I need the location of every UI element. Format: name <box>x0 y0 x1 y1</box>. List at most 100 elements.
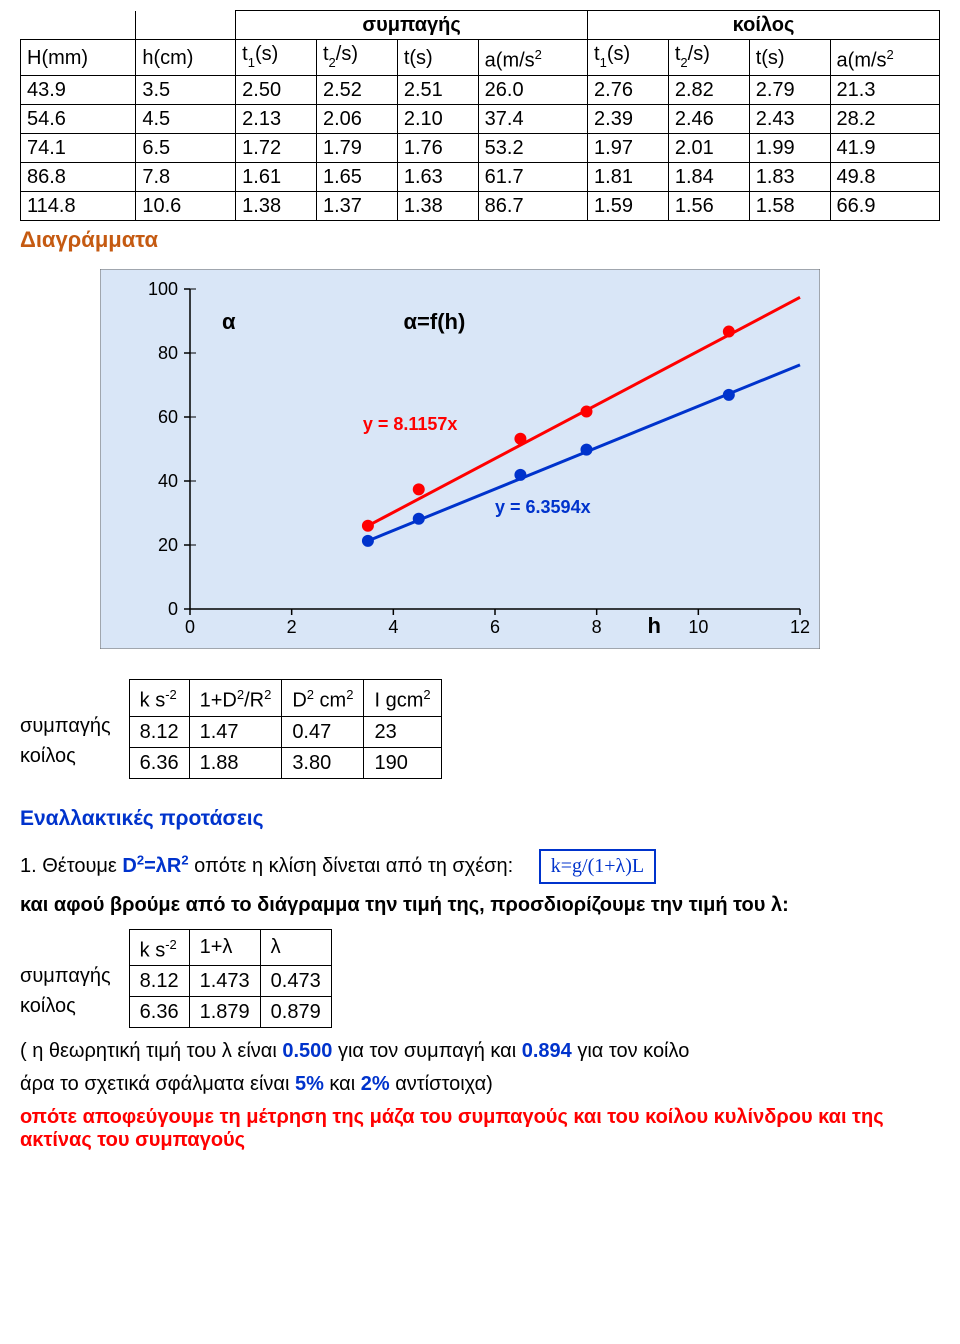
line2: και αφού βρούμε από το διάγραμμα την τιμ… <box>20 894 940 917</box>
side-label: συμπαγής <box>20 961 111 991</box>
table-cell: 7.8 <box>136 163 236 192</box>
table-cell: 1.61 <box>236 163 317 192</box>
table2: k s-21+D2/R2D2 cm2I gcm28.121.470.47236.… <box>129 679 442 779</box>
col-head: t1(s) <box>236 40 317 76</box>
table-cell: 2.43 <box>749 105 830 134</box>
svg-text:10: 10 <box>688 617 708 637</box>
table-row: 6.361.8790.879 <box>129 997 331 1028</box>
col-head: h(cm) <box>136 40 236 76</box>
line1-text: 1. Θέτουμε D2=λR2 οπότε η κλίση δίνεται … <box>20 855 513 877</box>
table-cell: 10.6 <box>136 192 236 221</box>
table-cell: 41.9 <box>830 134 939 163</box>
table2-row: συμπαγής κοίλος k s-21+D2/R2D2 cm2I gcm2… <box>20 679 940 779</box>
table-cell: 3.80 <box>282 747 364 778</box>
col-head: λ <box>260 929 331 966</box>
col-head: k s-2 <box>129 680 189 717</box>
table-cell: 6.36 <box>129 747 189 778</box>
table-cell: 2.06 <box>316 105 397 134</box>
table3-side-labels: συμπαγής κοίλος <box>20 929 111 1021</box>
svg-text:20: 20 <box>158 535 178 555</box>
table-cell: 4.5 <box>136 105 236 134</box>
table-cell: 0.879 <box>260 997 331 1028</box>
table-cell: 0.47 <box>282 716 364 747</box>
table-row: 74.16.51.721.791.7653.21.972.011.9941.9 <box>21 134 940 163</box>
table-cell: 190 <box>364 747 441 778</box>
table-cell: 1.47 <box>189 716 282 747</box>
svg-text:α=f(h): α=f(h) <box>404 309 466 334</box>
table-cell: 1.56 <box>668 192 749 221</box>
svg-text:2: 2 <box>287 617 297 637</box>
table-cell: 2.01 <box>668 134 749 163</box>
col-head: a(m/s2 <box>830 40 939 76</box>
table-cell: 1.84 <box>668 163 749 192</box>
svg-text:12: 12 <box>790 617 810 637</box>
section-diagrams-title: Διαγράμματα <box>20 227 940 253</box>
svg-text:h: h <box>648 613 661 638</box>
table-cell: 6.36 <box>129 997 189 1028</box>
svg-text:100: 100 <box>148 279 178 299</box>
table-cell: 2.50 <box>236 76 317 105</box>
col-head: k s-2 <box>129 929 189 966</box>
table-cell: 49.8 <box>830 163 939 192</box>
svg-text:6: 6 <box>490 617 500 637</box>
table-cell: 0.473 <box>260 966 331 997</box>
table-cell: 1.58 <box>749 192 830 221</box>
table-cell: 61.7 <box>478 163 587 192</box>
col-head: t(s) <box>397 40 478 76</box>
table-cell: 53.2 <box>478 134 587 163</box>
table-cell: 2.39 <box>588 105 669 134</box>
col-head: t(s) <box>749 40 830 76</box>
table-row: 8.121.470.4723 <box>129 716 441 747</box>
col-head: H(mm) <box>21 40 136 76</box>
line1: 1. Θέτουμε D2=λR2 οπότε η κλίση δίνεται … <box>20 849 940 884</box>
line3: ( η θεωρητική τιμή του λ είναι 0.500 για… <box>20 1040 940 1063</box>
main-data-table: συμπαγής κοίλος H(mm) h(cm) t1(s) t2/s) … <box>20 10 940 221</box>
table-cell: 1.72 <box>236 134 317 163</box>
line4: άρα το σχετικά σφάλματα είναι 5% και 2% … <box>20 1073 940 1096</box>
col-head: t2/s) <box>316 40 397 76</box>
col-head: D2 cm2 <box>282 680 364 717</box>
table-cell: 54.6 <box>21 105 136 134</box>
table-cell: 1.88 <box>189 747 282 778</box>
table-cell: 1.99 <box>749 134 830 163</box>
chart-container: 020406080100024681012αhα=f(h)y = 8.1157x… <box>100 269 940 649</box>
group-header-hollow: κοίλος <box>588 11 940 40</box>
blank-cell <box>136 11 236 40</box>
col-head: t2/s) <box>668 40 749 76</box>
table-cell: 114.8 <box>21 192 136 221</box>
group-header-solid: συμπαγής <box>236 11 588 40</box>
table-cell: 86.7 <box>478 192 587 221</box>
table-cell: 66.9 <box>830 192 939 221</box>
chart-svg: 020406080100024681012αhα=f(h)y = 8.1157x… <box>100 269 820 649</box>
table-cell: 6.5 <box>136 134 236 163</box>
svg-text:4: 4 <box>388 617 398 637</box>
svg-text:y = 6.3594x: y = 6.3594x <box>495 497 591 517</box>
table3-row: συμπαγής κοίλος k s-21+λλ8.121.4730.4736… <box>20 929 940 1029</box>
table-cell: 8.12 <box>129 716 189 747</box>
table-cell: 1.37 <box>316 192 397 221</box>
table-cell: 2.46 <box>668 105 749 134</box>
table-cell: 74.1 <box>21 134 136 163</box>
header-row: H(mm) h(cm) t1(s) t2/s) t(s) a(m/s2 t1(s… <box>21 40 940 76</box>
table-cell: 1.59 <box>588 192 669 221</box>
table-cell: 2.52 <box>316 76 397 105</box>
col-head: t1(s) <box>588 40 669 76</box>
table2-side-labels: συμπαγής κοίλος <box>20 679 111 771</box>
table-cell: 1.76 <box>397 134 478 163</box>
table3: k s-21+λλ8.121.4730.4736.361.8790.879 <box>129 929 332 1029</box>
table-row: 54.64.52.132.062.1037.42.392.462.4328.2 <box>21 105 940 134</box>
svg-text:60: 60 <box>158 407 178 427</box>
svg-text:0: 0 <box>168 599 178 619</box>
table-cell: 21.3 <box>830 76 939 105</box>
side-label: συμπαγής <box>20 711 111 741</box>
table-cell: 1.473 <box>189 966 260 997</box>
table-cell: 2.79 <box>749 76 830 105</box>
table-cell: 37.4 <box>478 105 587 134</box>
blank-cell <box>21 11 136 40</box>
table-cell: 2.82 <box>668 76 749 105</box>
table-cell: 2.13 <box>236 105 317 134</box>
col-head: 1+λ <box>189 929 260 966</box>
col-head: a(m/s2 <box>478 40 587 76</box>
table-cell: 3.5 <box>136 76 236 105</box>
formula-box: k=g/(1+λ)L <box>539 849 656 884</box>
